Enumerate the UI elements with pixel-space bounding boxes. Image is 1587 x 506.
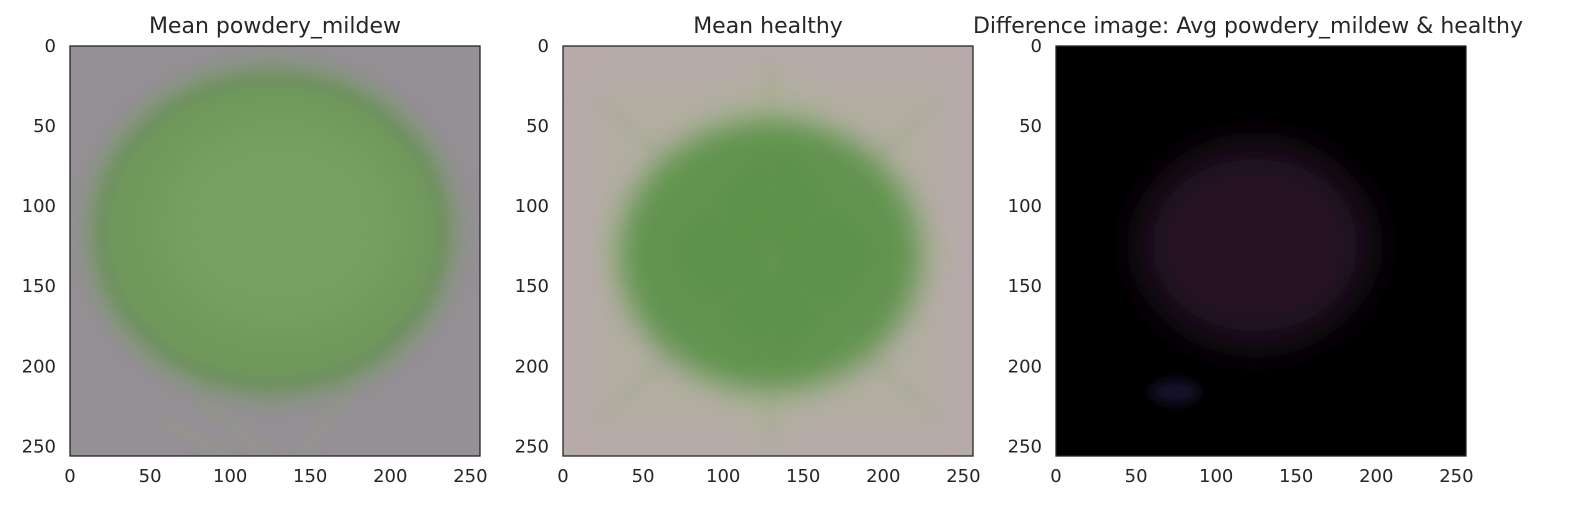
y-tick-label: 50 xyxy=(526,116,549,137)
x-tick-label: 150 xyxy=(293,466,327,487)
y-tick-label: 200 xyxy=(515,356,549,377)
y-tick-label: 50 xyxy=(1019,116,1042,137)
y-tick-label: 150 xyxy=(22,276,56,297)
x-tick-label: 100 xyxy=(213,466,247,487)
y-tick-label: 250 xyxy=(515,436,549,457)
mean-image-powdery-mildew xyxy=(70,46,480,456)
panel-healthy: Mean healthy 0 50 100 150 200 250 0 50 1… xyxy=(515,14,981,487)
y-tick-label: 100 xyxy=(22,196,56,217)
panel-difference: Difference image: Avg powdery_mildew & h… xyxy=(973,14,1523,487)
x-tick-labels: 0 50 100 150 200 250 xyxy=(557,466,980,487)
panel-title: Difference image: Avg powdery_mildew & h… xyxy=(973,14,1523,39)
axes-frame xyxy=(1055,45,1467,457)
y-tick-label: 250 xyxy=(1008,436,1042,457)
x-tick-label: 50 xyxy=(632,466,655,487)
x-tick-label: 100 xyxy=(706,466,740,487)
y-tick-labels: 0 50 100 150 200 250 xyxy=(515,36,549,457)
x-tick-label: 150 xyxy=(786,466,820,487)
x-tick-label: 150 xyxy=(1279,466,1313,487)
panel-powdery-mildew: Mean powdery_mildew 0 50 100 150 200 250… xyxy=(22,14,488,487)
x-tick-label: 200 xyxy=(1359,466,1393,487)
x-tick-label: 250 xyxy=(1439,466,1473,487)
y-tick-label: 0 xyxy=(538,36,549,57)
x-tick-label: 0 xyxy=(1050,466,1061,487)
x-tick-labels: 0 50 100 150 200 250 xyxy=(1050,466,1473,487)
panel-title: Mean powdery_mildew xyxy=(149,14,401,39)
y-tick-label: 100 xyxy=(515,196,549,217)
difference-image xyxy=(1056,46,1466,456)
x-tick-labels: 0 50 100 150 200 250 xyxy=(64,466,487,487)
x-tick-label: 50 xyxy=(1125,466,1148,487)
y-tick-label: 200 xyxy=(22,356,56,377)
y-tick-labels: 0 50 100 150 200 250 xyxy=(22,36,56,457)
y-tick-label: 200 xyxy=(1008,356,1042,377)
y-tick-label: 50 xyxy=(33,116,56,137)
y-tick-label: 150 xyxy=(515,276,549,297)
x-tick-label: 250 xyxy=(453,466,487,487)
x-tick-label: 0 xyxy=(64,466,75,487)
axes-frame xyxy=(562,45,974,457)
x-tick-label: 200 xyxy=(866,466,900,487)
x-tick-label: 0 xyxy=(557,466,568,487)
x-tick-label: 250 xyxy=(946,466,980,487)
x-tick-label: 200 xyxy=(373,466,407,487)
y-tick-label: 100 xyxy=(1008,196,1042,217)
y-tick-label: 150 xyxy=(1008,276,1042,297)
axes-frame xyxy=(69,45,481,457)
x-tick-label: 100 xyxy=(1199,466,1233,487)
y-tick-labels: 0 50 100 150 200 250 xyxy=(1008,36,1042,457)
y-tick-label: 0 xyxy=(1031,36,1042,57)
y-tick-label: 0 xyxy=(45,36,56,57)
x-tick-label: 50 xyxy=(139,466,162,487)
panel-title: Mean healthy xyxy=(693,14,843,39)
y-tick-label: 250 xyxy=(22,436,56,457)
mean-image-healthy xyxy=(563,46,973,456)
